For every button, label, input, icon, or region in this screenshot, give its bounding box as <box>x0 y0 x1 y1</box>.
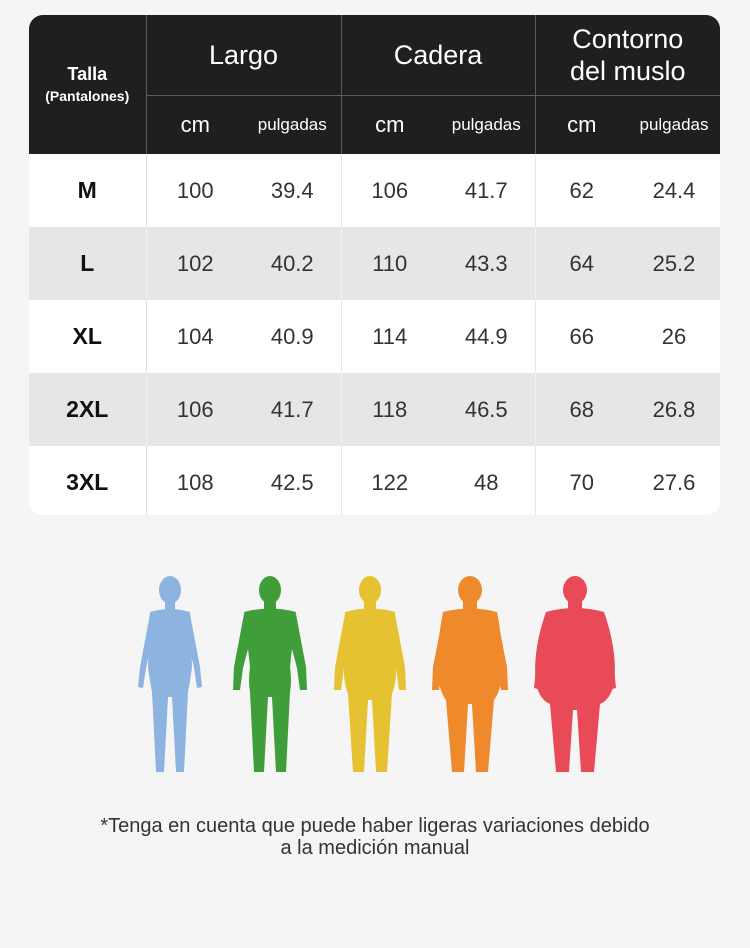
cell-value: 24.4 <box>652 177 696 203</box>
cell-value: 108 <box>176 469 214 495</box>
cell-value: 106 <box>371 177 409 203</box>
table-row: 2XL 106 41.7 118 46.5 68 26.8 <box>29 373 720 446</box>
cell-value: 39.4 <box>244 154 342 227</box>
cell-value: 41.7 <box>438 154 536 227</box>
body-figure-average-icon <box>334 576 406 772</box>
header-cadera: Cadera <box>341 15 536 96</box>
cell-value: 48 <box>438 446 536 515</box>
unit-in-header: pulgadas <box>438 95 536 154</box>
row-size: L <box>29 227 147 300</box>
body-figure-slim-icon <box>138 576 202 772</box>
header-largo-label: Largo <box>208 40 279 70</box>
cell-value: 43.3 <box>438 227 536 300</box>
cell-value: 70 <box>569 469 594 495</box>
row-size: 3XL <box>29 446 147 515</box>
note-line-2: a la medición manual <box>280 837 470 859</box>
cell-value: 106 <box>176 396 214 422</box>
table-row: L 102 40.2 110 43.3 64 25.2 <box>29 227 720 300</box>
unit-cm-header: cm <box>146 95 244 154</box>
cell-value: 118 <box>372 396 408 422</box>
cell-value: 42.5 <box>244 446 342 515</box>
row-size: 2XL <box>29 373 147 446</box>
unit-in-header: pulgadas <box>628 95 720 154</box>
cell-value: 27.6 <box>652 469 696 495</box>
body-figure-athletic-icon <box>233 576 307 772</box>
header-contorno-muslo: Contorno del muslo <box>535 15 720 96</box>
cell-value: 100 <box>176 177 214 203</box>
unit-cm-header: cm <box>341 95 438 154</box>
cell-value: 66 <box>569 323 594 349</box>
body-figure-heavy-icon <box>432 576 508 772</box>
size-chart-table: Talla (Pantalones) Largo Cadera Contorno… <box>29 15 720 515</box>
table-row: M 100 39.4 106 41.7 62 24.4 <box>29 154 720 227</box>
cell-value: 62 <box>569 177 594 203</box>
size-header-sublabel: (Pantalones) <box>45 87 130 104</box>
cell-value: 122 <box>371 469 409 495</box>
cell-value: 64 <box>569 250 594 276</box>
cell-value: 102 <box>176 250 214 276</box>
table-row: XL 104 40.9 114 44.9 66 26 <box>29 300 720 373</box>
cell-value: 44.9 <box>438 300 536 373</box>
row-size: M <box>29 154 147 227</box>
note-line-1: *Tenga en cuenta que puede haber ligeras… <box>100 815 650 837</box>
body-type-illustration <box>130 572 620 782</box>
cell-value: 26 <box>661 323 687 349</box>
body-figure-obese-icon <box>534 576 616 772</box>
cell-value: 40.9 <box>244 300 342 373</box>
cell-value: 41.7 <box>244 373 342 446</box>
cell-value: 25.2 <box>652 250 696 276</box>
cell-value: 40.2 <box>244 227 342 300</box>
cell-value: 110 <box>372 250 408 276</box>
measurement-note: *Tenga en cuenta que puede haber ligeras… <box>0 815 750 859</box>
cell-value: 46.5 <box>438 373 536 446</box>
header-contorno-line2: del muslo <box>569 56 686 86</box>
cell-value: 114 <box>372 323 408 349</box>
size-header-label: Talla <box>67 63 108 84</box>
cell-value: 68 <box>569 396 594 422</box>
header-cadera-label: Cadera <box>393 40 483 70</box>
unit-in-header: pulgadas <box>244 95 342 154</box>
row-size: XL <box>29 300 147 373</box>
table-row: 3XL 108 42.5 122 48 70 27.6 <box>29 446 720 515</box>
cell-value: 26.8 <box>652 396 696 422</box>
header-largo: Largo <box>146 15 342 96</box>
size-header: Talla (Pantalones) <box>29 15 147 154</box>
unit-cm-header: cm <box>535 95 628 154</box>
cell-value: 104 <box>176 323 214 349</box>
header-contorno-line1: Contorno <box>572 24 684 54</box>
